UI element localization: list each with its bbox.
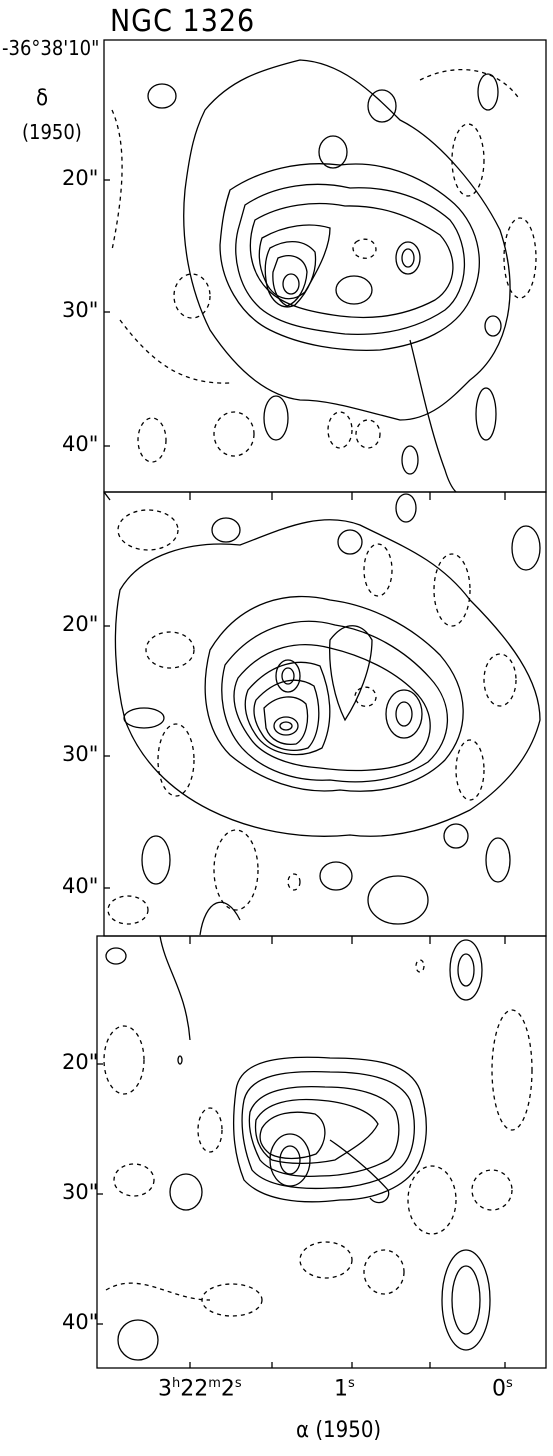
ytick-mid-30: 30" [62, 742, 99, 766]
panel-middle-frame [103, 491, 547, 937]
ytick-top-30: 30" [62, 298, 99, 322]
dec-origin-label: -36°38'10" [2, 36, 100, 60]
ytick-top-40: 40" [62, 432, 99, 456]
ytick-bot-30: 30" [62, 1180, 99, 1204]
panel-top-negative [111, 68, 537, 463]
panel-middle-contours [114, 493, 541, 936]
xtick-1s: 1s [334, 1376, 355, 1402]
chart-title: NGC 1326 [110, 4, 256, 39]
panel-bottom-negative [103, 959, 533, 1317]
panel-bottom-contours [105, 935, 491, 1361]
boundary-ticks [97, 179, 506, 1368]
ytick-mid-40: 40" [62, 874, 99, 898]
panel-bottom-frame [96, 935, 547, 1369]
dec-axis-epoch: (1950) [22, 120, 82, 144]
panel-top-contours [147, 59, 511, 493]
xtick-2s: 3h22m2s [158, 1376, 242, 1402]
xtick-0s: 0s [492, 1376, 513, 1402]
ytick-bot-20: 20" [62, 1050, 99, 1074]
ytick-top-20: 20" [62, 166, 99, 190]
ytick-mid-20: 20" [62, 612, 99, 636]
x-axis-label: α (1950) [296, 1418, 382, 1443]
panel-middle-negative [107, 509, 517, 925]
dec-axis-symbol: δ [36, 86, 49, 111]
ytick-bot-40: 40" [62, 1310, 99, 1334]
